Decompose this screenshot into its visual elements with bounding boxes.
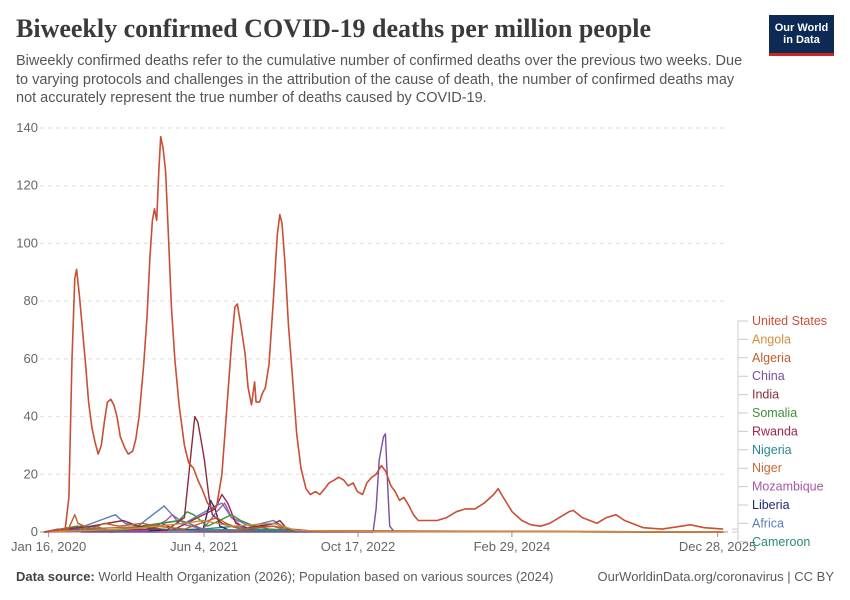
y-tick-label: 120 <box>16 178 38 193</box>
y-tick-label: 60 <box>24 351 38 366</box>
series-line-india[interactable] <box>43 415 724 533</box>
y-tick-label: 20 <box>24 466 38 481</box>
y-tick-label: 100 <box>16 235 38 250</box>
chart-subtitle: Biweekly confirmed deaths refer to the c… <box>16 53 743 107</box>
logo-line-1: Our World <box>774 22 829 34</box>
credit-link[interactable]: OurWorldinData.org/coronavirus | CC BY <box>597 569 834 584</box>
data-source-label: Data source: <box>16 569 95 584</box>
legend-label-liberia[interactable]: Liberia <box>752 498 790 512</box>
legend-connector <box>732 467 748 533</box>
legend-connector <box>732 449 748 533</box>
legend-label-cameroon[interactable]: Cameroon <box>752 535 810 549</box>
legend-label-china[interactable]: China <box>752 369 785 383</box>
legend-label-india[interactable]: India <box>752 388 779 402</box>
legend-label-mozambique[interactable]: Mozambique <box>752 480 824 494</box>
y-axis-ticks: 0 20 40 60 80 100 120 140 <box>16 120 38 539</box>
data-source-text: World Health Organization (2026); Popula… <box>98 569 554 584</box>
legend: United States Angola Algeria China India Soma… <box>732 314 827 549</box>
legend-label-algeria[interactable]: Algeria <box>752 351 791 365</box>
legend-connector <box>732 394 748 533</box>
x-tick-label: Dec 28, 2025 <box>679 539 756 554</box>
legend-label-somalia[interactable]: Somalia <box>752 406 797 420</box>
legend-connector <box>732 357 748 533</box>
legend-label-africa[interactable]: Africa <box>752 516 784 530</box>
legend-label-niger[interactable]: Niger <box>752 461 782 475</box>
y-tick-label: 140 <box>16 120 38 135</box>
x-tick-label: Feb 29, 2024 <box>474 539 551 554</box>
y-tick-label: 40 <box>24 409 38 424</box>
x-tick-label: Jun 4, 2021 <box>170 539 238 554</box>
series-line-united-states[interactable] <box>43 135 724 533</box>
legend-label-rwanda[interactable]: Rwanda <box>752 424 798 438</box>
legend-connector <box>732 320 748 530</box>
series-lines <box>43 135 724 533</box>
legend-label-nigeria[interactable]: Nigeria <box>752 443 792 457</box>
legend-connector <box>732 486 748 533</box>
legend-label-angola[interactable]: Angola <box>752 332 791 346</box>
x-axis: Jan 16, 2020 Jun 4, 2021 Oct 17, 2022 Feb 2… <box>11 532 756 554</box>
x-tick-label: Oct 17, 2022 <box>321 539 395 554</box>
chart-title: Biweekly confirmed COVID-19 deaths per m… <box>16 14 652 43</box>
legend-connector <box>732 531 748 543</box>
owid-logo[interactable]: Our World in Data <box>769 15 834 56</box>
legend-connector <box>732 430 748 533</box>
data-source-note: Data source: World Health Organization (… <box>16 569 553 584</box>
y-tick-label: 0 <box>31 524 38 539</box>
legend-connector <box>732 338 748 533</box>
y-tick-label: 80 <box>24 293 38 308</box>
legend-label-united-states[interactable]: United States <box>752 314 827 328</box>
x-tick-label: Jan 16, 2020 <box>11 539 86 554</box>
legend-connector <box>732 375 748 533</box>
series-line-china[interactable] <box>43 433 724 533</box>
logo-line-2: in Data <box>783 34 820 46</box>
gridlines <box>40 127 728 533</box>
series-line-angola[interactable] <box>43 519 724 533</box>
legend-connector <box>732 522 748 533</box>
legend-connector <box>732 504 748 533</box>
legend-connector <box>732 412 748 533</box>
